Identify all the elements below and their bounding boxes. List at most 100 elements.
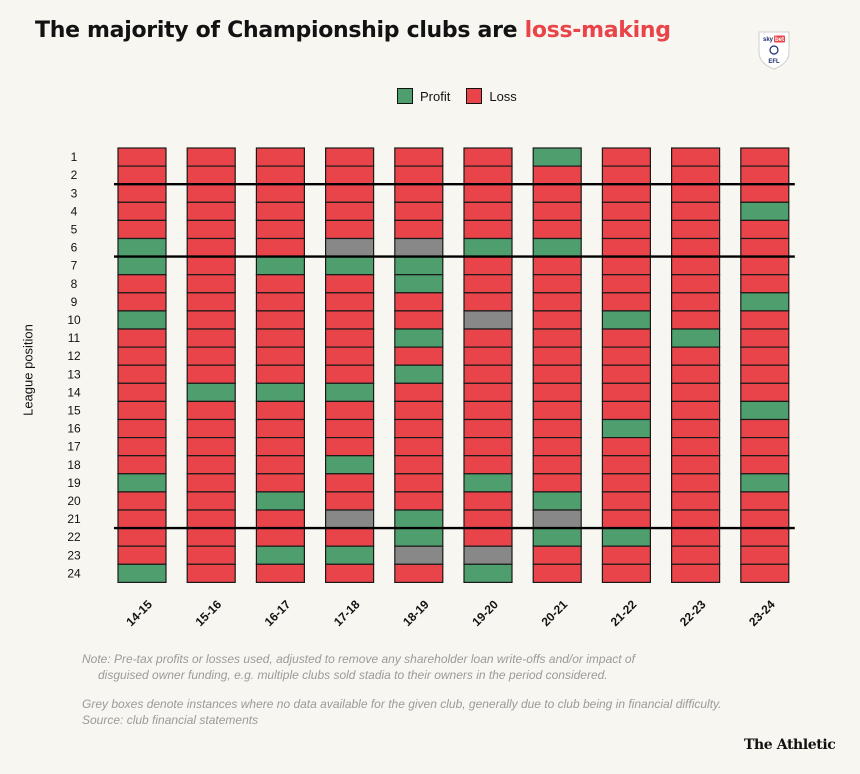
legend-item-profit: Profit	[397, 88, 450, 104]
cell-loss	[463, 292, 513, 312]
cell-loss	[117, 147, 167, 167]
cell-loss	[463, 274, 513, 294]
cell-loss	[532, 310, 582, 330]
cell-profit	[601, 527, 652, 547]
cell-loss	[601, 364, 652, 384]
position-tick-label: 14	[67, 385, 81, 399]
logo-text-bet: bet	[775, 37, 784, 43]
cell-profit	[325, 455, 375, 475]
cell-loss	[740, 527, 790, 547]
cell-loss	[670, 201, 721, 222]
cell-profit	[394, 364, 444, 384]
cell-profit	[532, 491, 582, 511]
cell-profit	[255, 382, 305, 402]
cell-loss	[394, 382, 444, 402]
cell-loss	[740, 328, 790, 348]
cell-loss	[740, 219, 790, 240]
cell-loss	[325, 346, 375, 366]
position-tick-label: 17	[67, 440, 81, 454]
position-tick-label: 16	[67, 422, 81, 436]
cell-profit	[117, 563, 167, 583]
cell-loss	[186, 256, 236, 276]
cell-loss	[670, 382, 721, 402]
cell-loss	[463, 201, 513, 222]
cell-no-data	[463, 545, 513, 565]
cell-loss	[117, 382, 167, 402]
cell-loss	[670, 256, 721, 276]
cell-loss	[532, 256, 582, 276]
cell-loss	[670, 527, 721, 547]
cell-loss	[117, 418, 167, 439]
cell-loss	[601, 491, 652, 511]
cell-loss	[601, 237, 652, 258]
cell-loss	[463, 437, 513, 457]
cell-loss	[463, 147, 513, 167]
legend-label-profit: Profit	[420, 88, 451, 104]
position-tick-label: 6	[71, 241, 78, 255]
cell-profit	[740, 400, 790, 421]
logo-text-sky: sky	[763, 37, 774, 43]
cell-loss	[255, 147, 305, 167]
cell-loss	[670, 455, 721, 475]
cell-loss	[740, 437, 790, 457]
cell-loss	[532, 437, 582, 457]
cell-profit	[532, 527, 582, 547]
season-tick-label: 16-17	[262, 597, 294, 629]
cell-loss	[670, 165, 721, 185]
cell-no-data	[394, 545, 444, 565]
note-line-2: disguised owner funding, e.g. multiple c…	[98, 667, 608, 682]
position-tick-label: 10	[67, 313, 81, 327]
cell-loss	[463, 400, 513, 421]
cell-loss	[255, 219, 305, 240]
position-tick-label: 22	[67, 530, 81, 544]
cell-loss	[325, 201, 375, 222]
cell-profit	[601, 310, 652, 330]
cell-loss	[601, 509, 652, 529]
cell-loss	[532, 201, 582, 222]
cell-loss	[117, 545, 167, 565]
position-tick-label: 3	[71, 186, 78, 200]
cell-loss	[463, 491, 513, 511]
cell-loss	[740, 382, 790, 402]
cell-loss	[186, 455, 236, 475]
cell-loss	[532, 165, 582, 185]
cell-loss	[186, 274, 236, 294]
cell-loss	[325, 310, 375, 330]
cell-loss	[740, 310, 790, 330]
cell-loss	[255, 237, 305, 258]
cell-loss	[186, 509, 236, 529]
position-tick-label: 7	[71, 259, 78, 273]
cell-profit	[394, 256, 444, 276]
efl-logo: sky bet EFL	[758, 31, 790, 70]
cell-loss	[463, 328, 513, 348]
cell-loss	[325, 219, 375, 240]
cell-loss	[255, 418, 305, 439]
cell-loss	[186, 364, 236, 384]
cell-loss	[186, 201, 236, 222]
cell-loss	[255, 274, 305, 294]
cell-loss	[740, 545, 790, 565]
cell-profit	[394, 527, 444, 547]
cell-loss	[670, 473, 721, 493]
cell-loss	[255, 400, 305, 421]
cell-profit	[325, 382, 375, 402]
the-athletic-logo: The Athletic	[744, 737, 836, 753]
position-tick-label: 21	[67, 512, 81, 526]
cell-loss	[325, 292, 375, 312]
position-tick-label: 1	[71, 150, 78, 164]
cell-loss	[740, 256, 790, 276]
cell-loss	[463, 165, 513, 185]
cell-loss	[601, 201, 652, 222]
cell-loss	[325, 328, 375, 348]
cell-loss	[740, 364, 790, 384]
cell-loss	[740, 418, 790, 439]
cell-loss	[117, 165, 167, 185]
cell-loss	[394, 183, 444, 203]
legend-label-loss: Loss	[489, 88, 517, 104]
cell-loss	[670, 418, 721, 439]
heatmap-chart: 1234567891011121314151617181920212223241…	[67, 147, 795, 629]
cell-profit	[601, 418, 652, 439]
cell-loss	[255, 509, 305, 529]
cell-loss	[394, 563, 444, 583]
legend-swatch-profit	[397, 88, 413, 104]
